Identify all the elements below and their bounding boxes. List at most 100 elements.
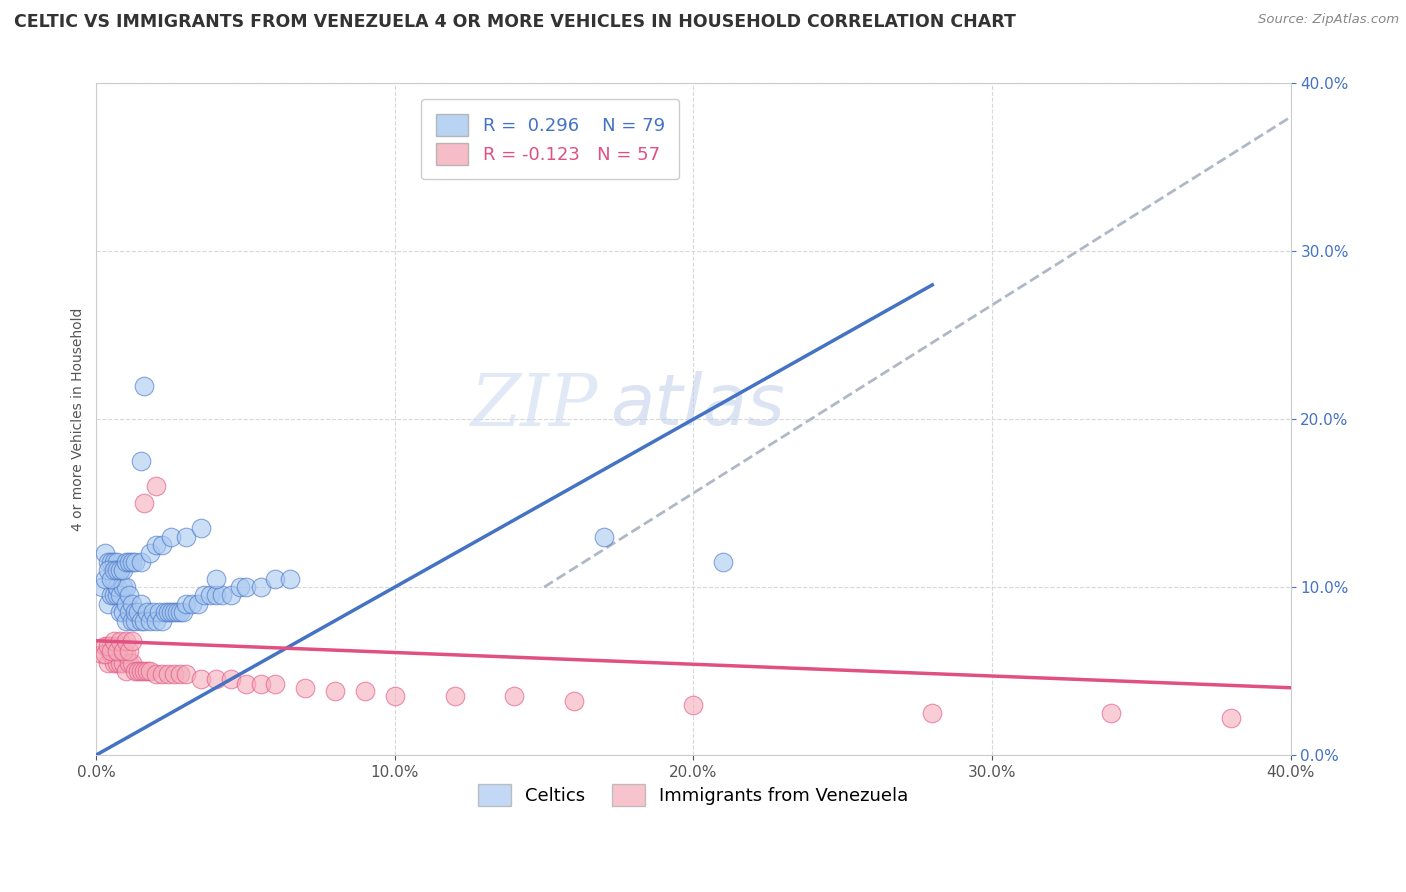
Point <box>280 572 302 586</box>
Point <box>150 667 173 681</box>
Point <box>1219 711 1241 725</box>
Point <box>156 667 179 681</box>
Point <box>160 605 183 619</box>
Point <box>136 664 159 678</box>
Point <box>180 597 202 611</box>
Point <box>249 677 271 691</box>
Point <box>249 580 271 594</box>
Point <box>118 589 141 603</box>
Y-axis label: 4 or more Vehicles in Household: 4 or more Vehicles in Household <box>72 308 86 531</box>
Point <box>139 664 162 678</box>
Point <box>129 614 152 628</box>
Point <box>204 673 226 687</box>
Point <box>100 639 122 653</box>
Point <box>121 555 143 569</box>
Point <box>112 656 135 670</box>
Point <box>105 639 128 653</box>
Point <box>134 378 156 392</box>
Point <box>115 555 138 569</box>
Point <box>97 555 120 569</box>
Point <box>124 555 146 569</box>
Point <box>100 589 122 603</box>
Point <box>97 639 120 653</box>
Point <box>264 572 287 586</box>
Point <box>103 555 125 569</box>
Point <box>91 647 114 661</box>
Point <box>219 589 242 603</box>
Point <box>105 589 128 603</box>
Point <box>121 597 143 611</box>
Point <box>139 614 162 628</box>
Point <box>94 647 117 661</box>
Point <box>174 597 197 611</box>
Point <box>129 597 152 611</box>
Point <box>110 633 132 648</box>
Point <box>134 614 156 628</box>
Point <box>163 667 186 681</box>
Point <box>121 614 143 628</box>
Point <box>112 563 135 577</box>
Point <box>682 698 704 712</box>
Point <box>174 667 197 681</box>
Point <box>100 644 122 658</box>
Point <box>105 644 128 658</box>
Point <box>103 656 125 670</box>
Point <box>105 656 128 670</box>
Point <box>127 664 149 678</box>
Point <box>97 656 120 670</box>
Point <box>384 689 406 703</box>
Point <box>166 605 188 619</box>
Point <box>121 656 143 670</box>
Point <box>103 589 125 603</box>
Point <box>118 656 141 670</box>
Point <box>150 614 173 628</box>
Point <box>150 538 173 552</box>
Point <box>153 605 176 619</box>
Point <box>235 677 257 691</box>
Point <box>115 664 138 678</box>
Point <box>145 538 167 552</box>
Legend: Celtics, Immigrants from Venezuela: Celtics, Immigrants from Venezuela <box>471 777 915 813</box>
Point <box>139 546 162 560</box>
Point <box>112 580 135 594</box>
Point <box>100 647 122 661</box>
Point <box>129 664 152 678</box>
Point <box>145 614 167 628</box>
Point <box>160 530 183 544</box>
Point <box>124 664 146 678</box>
Point <box>134 496 156 510</box>
Point <box>105 580 128 594</box>
Point <box>112 605 135 619</box>
Point <box>145 667 167 681</box>
Point <box>110 563 132 577</box>
Point <box>190 521 212 535</box>
Point <box>294 681 316 695</box>
Point <box>187 597 209 611</box>
Point <box>136 605 159 619</box>
Point <box>97 563 120 577</box>
Point <box>115 597 138 611</box>
Point <box>91 580 114 594</box>
Point <box>593 530 616 544</box>
Point <box>169 667 191 681</box>
Point <box>172 605 194 619</box>
Point <box>264 677 287 691</box>
Point <box>110 563 132 577</box>
Point <box>169 605 191 619</box>
Point <box>112 644 135 658</box>
Point <box>219 673 242 687</box>
Point <box>103 563 125 577</box>
Point <box>103 633 125 648</box>
Point <box>105 555 128 569</box>
Point <box>156 605 179 619</box>
Point <box>354 684 377 698</box>
Point <box>163 605 186 619</box>
Point <box>711 555 734 569</box>
Point <box>110 639 132 653</box>
Text: ZIP: ZIP <box>471 370 598 441</box>
Text: atlas: atlas <box>610 371 785 441</box>
Point <box>134 664 156 678</box>
Point <box>503 689 526 703</box>
Point <box>228 580 250 594</box>
Point <box>110 605 132 619</box>
